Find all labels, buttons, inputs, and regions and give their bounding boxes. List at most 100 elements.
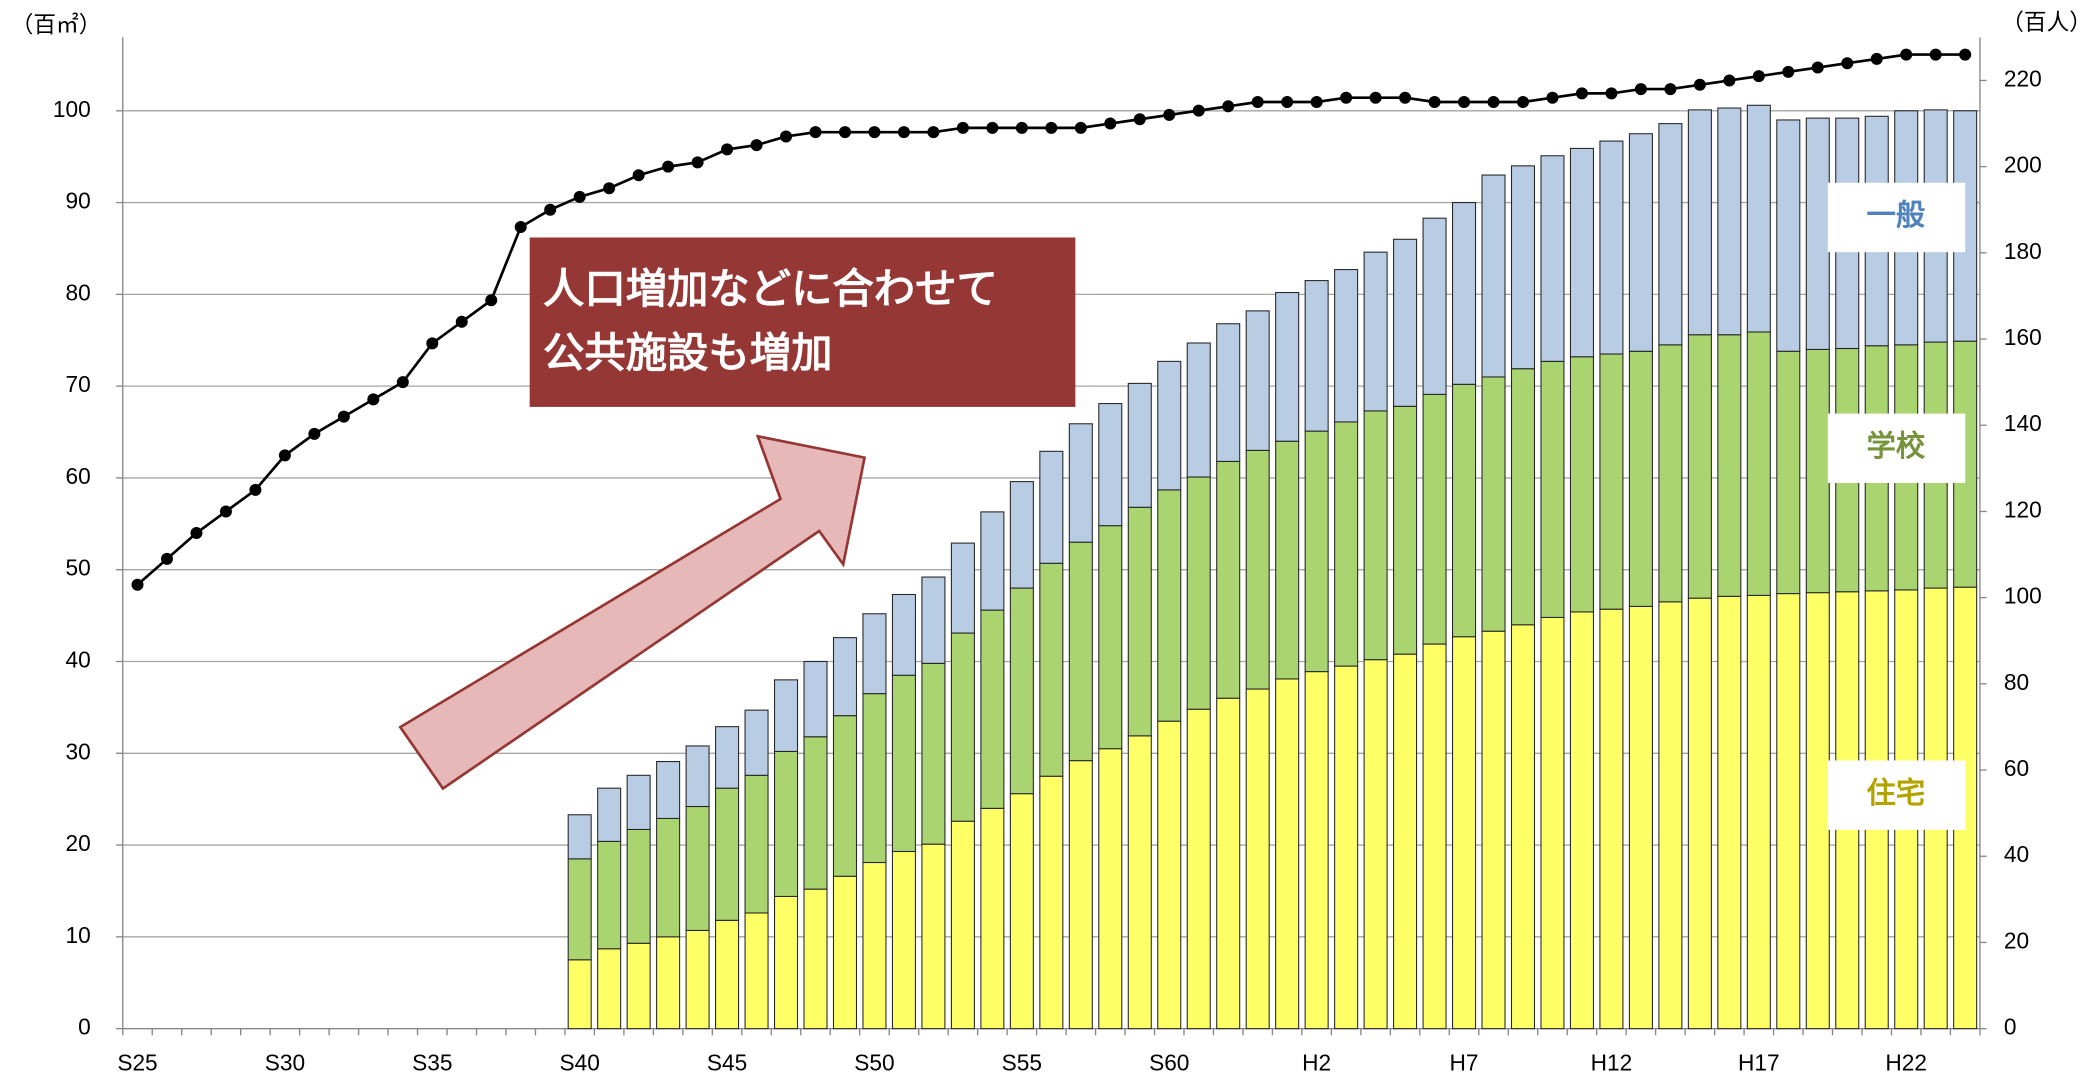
bar-segment: [773, 895, 799, 1030]
population-point: [1575, 87, 1588, 100]
bar-segment: [1334, 421, 1359, 667]
bar-segment: [1805, 592, 1830, 1030]
population-point: [1074, 121, 1087, 134]
bar-segment: [1245, 449, 1270, 690]
bar-segment: [1481, 376, 1506, 632]
bar-segment: [685, 929, 710, 1030]
y-unit-label: （百㎡）: [11, 12, 102, 38]
legend-label: 住宅: [1867, 776, 1926, 810]
bar-segment: [1569, 356, 1594, 613]
y2-tick-label: 120: [2004, 496, 2042, 522]
y2-tick-label: 0: [2004, 1014, 2017, 1040]
bar-segment: [1275, 291, 1300, 442]
population-point: [1104, 117, 1117, 130]
bar-segment: [1334, 665, 1359, 1030]
bar-segment: [1009, 587, 1034, 795]
y-tick-label: 30: [66, 738, 91, 764]
population-point: [1399, 91, 1412, 104]
population-point: [809, 126, 822, 139]
bar-segment: [1334, 269, 1359, 423]
bar-segment: [1687, 597, 1712, 1030]
bar-segment: [1009, 481, 1034, 589]
population-point: [986, 121, 999, 134]
x-tick-label: H22: [1885, 1050, 1927, 1076]
population-point: [1045, 121, 1058, 134]
bar-segment: [1422, 643, 1447, 1030]
population-point: [1428, 96, 1441, 109]
bar-segment: [1304, 430, 1329, 673]
population-point: [160, 552, 173, 565]
y2-tick-label: 180: [2004, 238, 2042, 264]
bar-segment: [862, 693, 887, 864]
bar-segment: [744, 912, 769, 1030]
x-tick-label: S30: [265, 1050, 305, 1076]
y-tick-label: 50: [66, 555, 91, 581]
population-point: [1458, 96, 1471, 109]
bar-segment: [715, 787, 740, 921]
population-point: [1693, 78, 1706, 91]
population-point: [1516, 96, 1529, 109]
population-point: [1723, 74, 1736, 87]
bar-segment: [1422, 393, 1447, 645]
x-tick-label: S35: [412, 1050, 452, 1076]
x-tick-label: S45: [707, 1050, 747, 1076]
y-tick-label: 0: [78, 1014, 91, 1040]
y-tick-label: 10: [66, 922, 91, 948]
bar-segment: [1068, 541, 1093, 762]
bar-segment: [921, 662, 946, 845]
bar-segment: [1569, 611, 1594, 1030]
bar-segment: [1363, 251, 1388, 412]
bar-segment: [1687, 109, 1712, 336]
bar-segment: [567, 959, 592, 1030]
bar-segment: [1098, 748, 1123, 1030]
bar-segment: [1157, 489, 1182, 722]
population-point: [1900, 48, 1913, 61]
bar-segment: [1216, 323, 1241, 462]
bar-segment: [921, 576, 946, 664]
bar-segment: [1393, 405, 1418, 655]
bar-segment: [1186, 342, 1211, 478]
bar-segment: [1157, 360, 1182, 491]
bar-segment: [950, 820, 975, 1030]
population-point: [1192, 104, 1205, 117]
population-point: [662, 160, 675, 173]
bar-segment: [1068, 760, 1093, 1030]
bar-segment: [1304, 671, 1329, 1030]
bar-segment: [1216, 460, 1241, 699]
bar-segment: [1186, 476, 1211, 710]
population-point: [603, 182, 616, 195]
bar-segment: [1746, 594, 1771, 1030]
bar-segment: [597, 840, 622, 950]
bar-segment: [1510, 165, 1536, 370]
population-point: [838, 126, 851, 139]
population-point: [927, 126, 940, 139]
bar-segment: [1805, 348, 1830, 594]
bar-segment: [862, 613, 887, 695]
bar-segment: [980, 511, 1005, 611]
bar-segment: [1186, 708, 1211, 1030]
population-point: [1251, 96, 1264, 109]
bar-segment: [1039, 562, 1064, 777]
bar-segment: [862, 861, 887, 1030]
bar-segment: [1304, 280, 1329, 432]
y2-tick-label: 40: [2004, 841, 2029, 867]
bar-segment: [1746, 331, 1771, 596]
bar-segment: [1039, 775, 1064, 1030]
y2-tick-label: 160: [2004, 324, 2042, 350]
bar-segment: [1717, 107, 1742, 336]
x-tick-label: H17: [1738, 1050, 1780, 1076]
y2-tick-label: 80: [2004, 669, 2029, 695]
bar-segment: [1452, 383, 1477, 638]
bar-segment: [1628, 605, 1653, 1030]
population-point: [544, 203, 557, 216]
population-point: [485, 294, 498, 307]
population-point: [190, 526, 203, 539]
y-tick-label: 20: [66, 830, 91, 856]
population-point: [1015, 121, 1028, 134]
bar-segment: [656, 761, 681, 819]
y2-tick-label: 140: [2004, 410, 2042, 436]
population-point: [426, 337, 439, 350]
bar-segment: [803, 888, 828, 1030]
population-point: [1782, 65, 1795, 78]
